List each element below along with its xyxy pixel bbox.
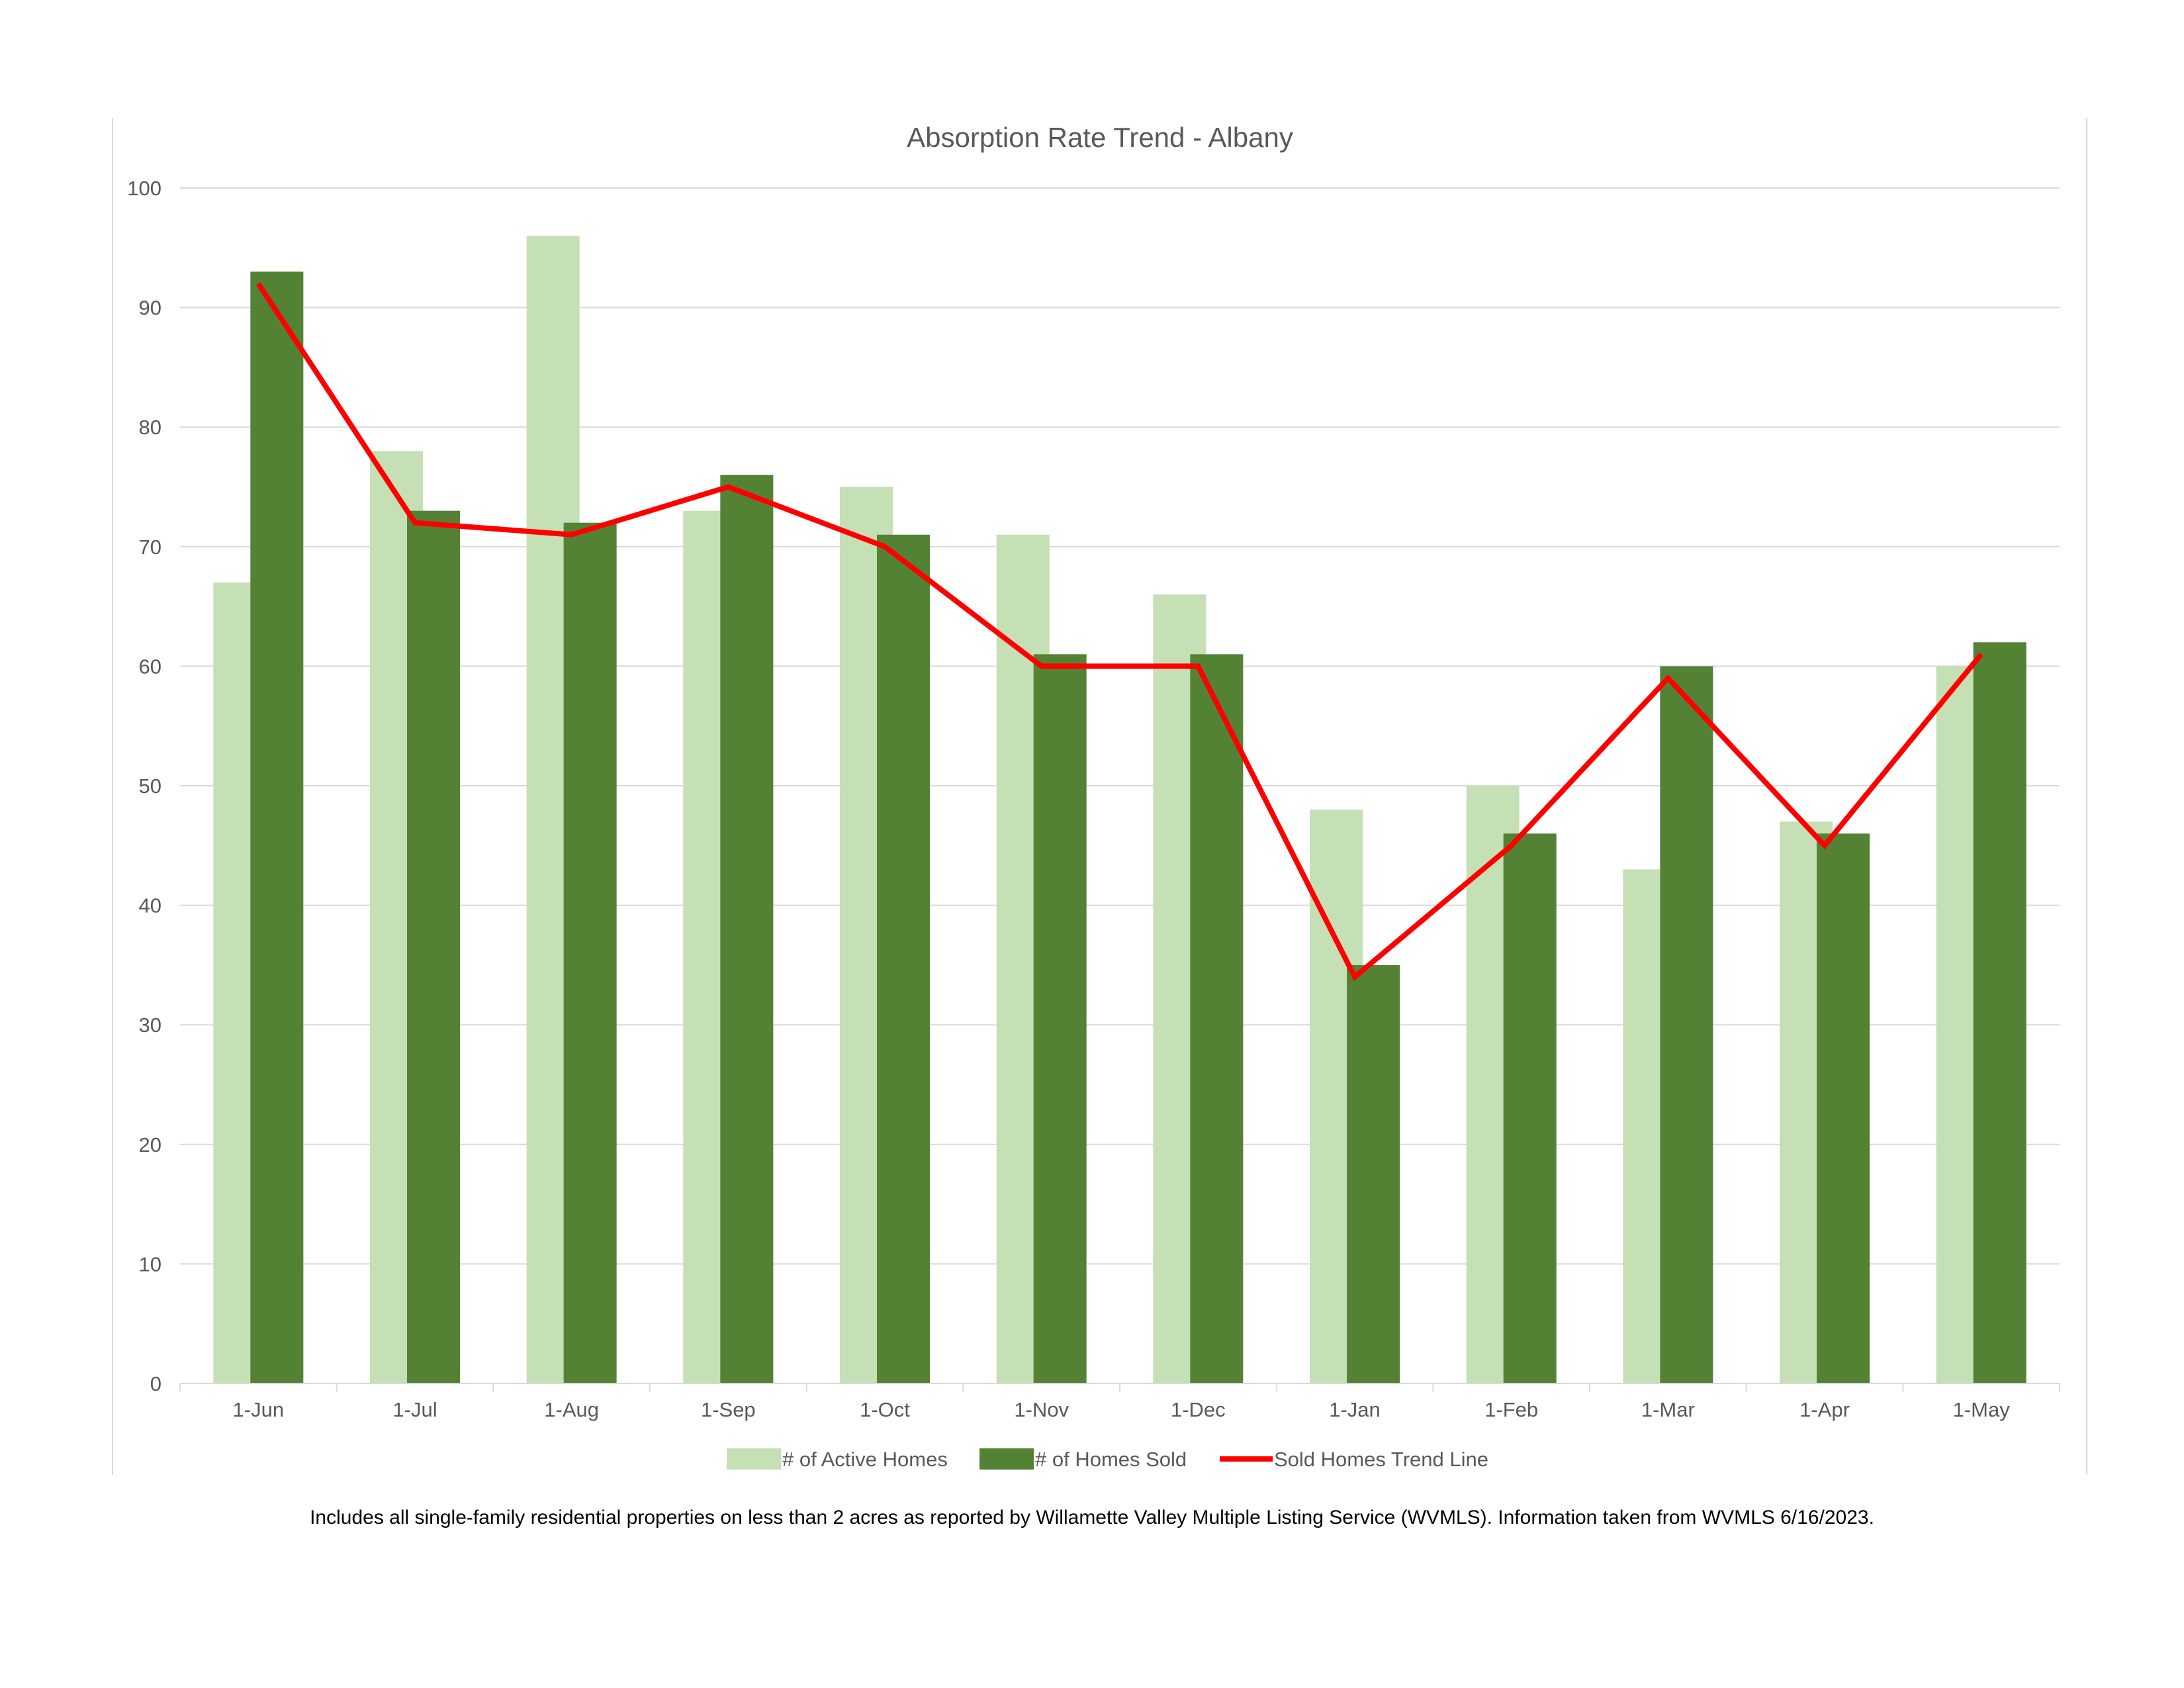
x-tick-label: 1-Apr [1799, 1398, 1850, 1421]
x-tick-label: 1-Mar [1641, 1398, 1695, 1421]
bar-homes-sold [1033, 654, 1087, 1383]
legend-swatch [727, 1448, 781, 1470]
legend-swatch [979, 1448, 1034, 1470]
y-tick-label: 30 [139, 1013, 161, 1037]
x-tick-label: 1-Feb [1484, 1398, 1538, 1421]
y-tick-label: 70 [139, 536, 161, 559]
x-tick-label: 1-Aug [544, 1398, 599, 1421]
bar-homes-sold [1817, 833, 1870, 1383]
y-tick-label: 20 [139, 1133, 161, 1156]
y-tick-label: 90 [139, 297, 161, 320]
y-tick-label: 10 [139, 1252, 161, 1276]
trend-line [255, 282, 1983, 982]
y-axis-tick-labels: 0 10 20 30 40 50 60 70 80 90 100 [127, 177, 161, 1395]
bar-homes-sold [1660, 666, 1713, 1383]
bar-homes-sold [720, 475, 774, 1384]
bar-homes-sold [563, 522, 617, 1384]
y-tick-label: 0 [150, 1372, 161, 1395]
bar-homes-sold [877, 534, 930, 1383]
y-tick-label: 50 [139, 774, 161, 798]
x-tick-label: 1-Dec [1171, 1398, 1226, 1421]
x-tick-label: 1-Oct [860, 1398, 910, 1421]
chart-title: Absorption Rate Trend - Albany [907, 122, 1293, 153]
x-axis-tick-labels: 1-Jun 1-Jul 1-Aug 1-Sep 1-Oct 1-Nov 1-Dec 1-Jan… [233, 1398, 2011, 1421]
bar-homes-sold [407, 510, 460, 1383]
trend-line-layer [255, 282, 1983, 982]
y-tick-label: 80 [139, 416, 161, 439]
x-tick-label: 1-Sep [701, 1398, 756, 1421]
footnote: Includes all single-family residential p… [310, 1507, 1874, 1528]
y-tick-label: 60 [139, 655, 161, 678]
bar-homes-sold [1503, 833, 1557, 1383]
bar-homes-sold [1973, 642, 2026, 1383]
x-tick-label: 1-Nov [1014, 1398, 1069, 1421]
x-tick-label: 1-Jul [392, 1398, 437, 1421]
bar-homes-sold [1347, 964, 1400, 1383]
gridlines [180, 187, 2060, 1265]
legend-label: Sold Homes Trend Line [1274, 1448, 1488, 1471]
legend-label: # of Homes Sold [1035, 1448, 1187, 1471]
legend-label: # of Active Homes [782, 1448, 948, 1471]
x-tick-label: 1-May [1953, 1398, 2011, 1421]
bars [213, 236, 2026, 1384]
x-axis [179, 1383, 2060, 1391]
y-tick-label: 40 [139, 894, 161, 917]
x-tick-label: 1-Jun [233, 1398, 285, 1421]
y-tick-label: 100 [127, 177, 161, 200]
bar-homes-sold [1190, 654, 1244, 1383]
bar-homes-sold [250, 271, 304, 1383]
legend: # of Active Homes # of Homes Sold Sold Hom… [727, 1448, 1488, 1471]
x-tick-label: 1-Jan [1329, 1398, 1381, 1421]
